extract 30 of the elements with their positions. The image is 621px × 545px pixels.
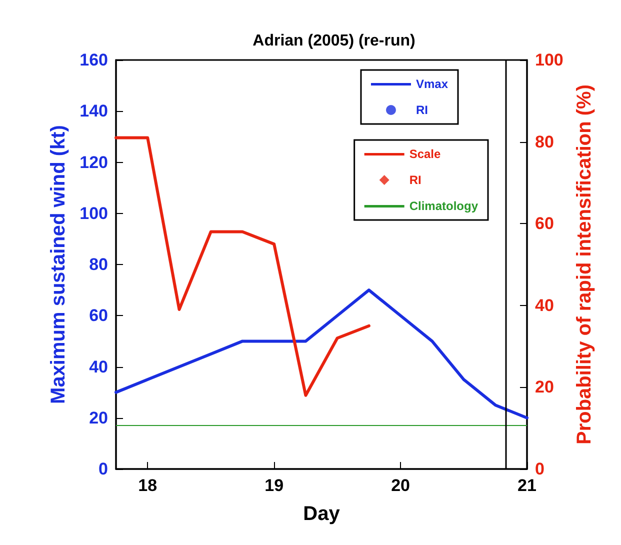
y2-tick-label: 0 xyxy=(535,460,544,478)
y2-tick-label: 60 xyxy=(535,214,554,234)
legend-label: RI xyxy=(416,103,428,117)
y-tick-label: 120 xyxy=(80,152,108,172)
y2-axis-title: Probability of rapid intensification (%) xyxy=(573,84,596,445)
y-tick-label: 80 xyxy=(89,255,108,274)
y-tick-label: 40 xyxy=(89,357,108,376)
y-tick-label: 60 xyxy=(89,306,108,326)
y2-tick-label: 20 xyxy=(535,378,554,397)
y-tick-label: 160 xyxy=(80,50,108,70)
x-tick-label: 18 xyxy=(138,476,158,495)
legend-label: Scale xyxy=(409,147,442,161)
legend-label: RI xyxy=(409,173,422,187)
y2-tick-label: 40 xyxy=(535,296,554,315)
x-tick-label: 19 xyxy=(264,476,284,495)
y2-tick-label: 80 xyxy=(535,132,554,152)
legend-label: Climatology xyxy=(409,199,478,213)
line-series xyxy=(114,136,370,397)
x-tick-label: 21 xyxy=(518,476,536,495)
y-tick-label: 100 xyxy=(80,204,108,223)
y-tick-label: 140 xyxy=(80,102,108,121)
x-axis-title: Day xyxy=(303,503,341,525)
chart-title: Adrian (2005) (re-run) xyxy=(252,32,416,50)
x-tick-label: 20 xyxy=(391,476,410,495)
line-series xyxy=(114,288,528,420)
y-tick-label: 20 xyxy=(89,408,108,428)
legend-label: Vmax xyxy=(416,77,448,91)
y-tick-label: 0 xyxy=(98,460,108,478)
y-axis-title: Maximum sustained wind (kt) xyxy=(48,125,70,404)
y2-tick-label: 100 xyxy=(535,50,564,70)
